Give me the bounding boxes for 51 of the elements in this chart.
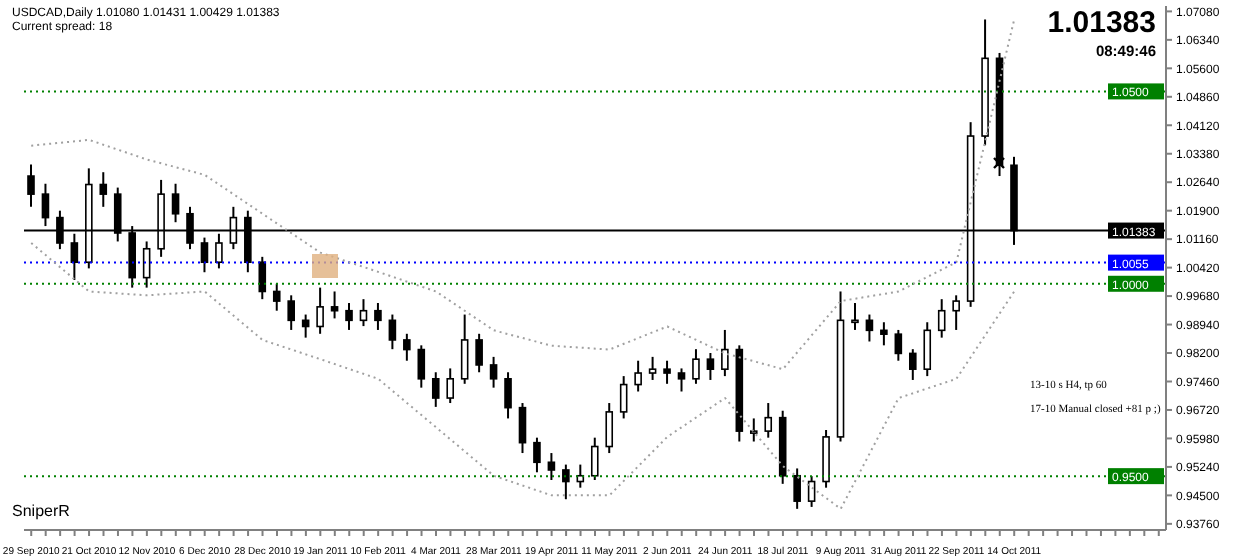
candlestick [460, 313, 469, 385]
candlestick [475, 332, 483, 374]
candlestick [706, 352, 715, 381]
annotation: SniperR [12, 502, 71, 520]
candlestick [431, 371, 440, 408]
candlestick [880, 321, 888, 347]
annotation: 1.01383 [1047, 6, 1156, 40]
candlestick [99, 171, 108, 208]
candlestick [605, 402, 614, 455]
candlestick [171, 182, 180, 224]
candlestick [287, 294, 295, 331]
candlestick [388, 313, 397, 351]
candlestick [764, 402, 773, 439]
candlestick [894, 328, 903, 362]
candlestick [533, 436, 541, 474]
candlestick [793, 467, 801, 510]
candlestick [865, 313, 874, 343]
candlestick [909, 348, 917, 381]
candlestick [634, 359, 642, 393]
candlestick [142, 240, 151, 289]
candlestick [721, 328, 729, 378]
candlestick [27, 163, 35, 208]
candlestick [822, 428, 830, 489]
candlestick [937, 298, 946, 339]
candlestick [518, 402, 527, 455]
candlestick [504, 371, 512, 420]
candlestick [749, 417, 758, 443]
candlestick [952, 294, 960, 331]
candlestick [272, 282, 281, 312]
candlestick [446, 367, 455, 405]
candlestick [316, 286, 324, 335]
candlestick [851, 302, 859, 331]
candlestick [619, 375, 628, 420]
candlestick [345, 302, 353, 331]
candlestick [677, 367, 686, 393]
candlestick [663, 359, 671, 385]
candlestick [417, 344, 426, 389]
candlestick [200, 236, 209, 274]
candlestick [562, 463, 570, 501]
candlestick [330, 290, 339, 320]
candlestick [359, 298, 368, 328]
candlestick [590, 436, 599, 481]
candlestick [692, 348, 700, 385]
candlestick [374, 302, 382, 331]
candlestick [923, 321, 932, 378]
candlestick [403, 332, 411, 362]
candlestick [648, 355, 657, 381]
candlestick [489, 355, 498, 389]
candlestick [41, 182, 50, 228]
candlestick [258, 255, 267, 301]
candlestick [547, 452, 556, 481]
